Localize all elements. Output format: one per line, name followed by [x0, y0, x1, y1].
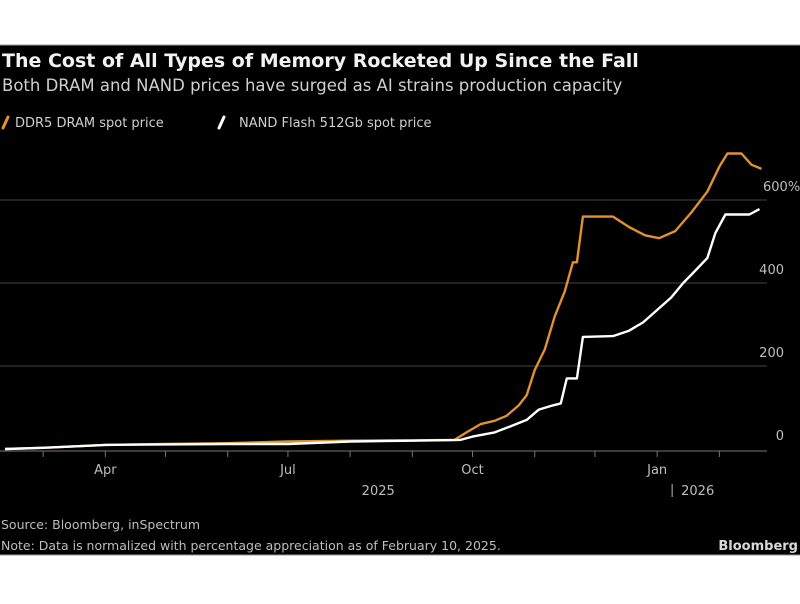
y-tick-label: 200 — [759, 346, 784, 361]
bloomberg-logo: Bloomberg — [718, 539, 798, 554]
x-tick-label: Jan — [646, 463, 667, 478]
y-tick-label: 600% — [763, 180, 800, 195]
year-label: 2025 — [362, 484, 395, 499]
y-axis: 0 200 400 600% — [759, 180, 800, 444]
x-axis: Apr Jul Oct Jan 2025 2026 — [0, 450, 767, 499]
legend-swatch-nand — [217, 115, 226, 130]
chart-subtitle: Both DRAM and NAND prices have surged as… — [2, 76, 623, 95]
source-note: Source: Bloomberg, inSpectrum — [1, 517, 200, 532]
series-lines — [4, 152, 762, 451]
series-line-nand — [4, 208, 761, 451]
gridlines — [0, 199, 767, 367]
y-tick-label: 0 — [776, 429, 784, 444]
footnote: Note: Data is normalized with percentage… — [1, 538, 501, 553]
legend-label-nand: NAND Flash 512Gb spot price — [239, 116, 432, 131]
year-label: 2026 — [681, 484, 714, 499]
legend-swatch-dram — [1, 115, 10, 130]
x-tick-label: Oct — [461, 463, 483, 478]
x-tick-label: Jul — [279, 463, 296, 478]
chart-title: The Cost of All Types of Memory Rocketed… — [2, 50, 639, 72]
x-tick-label: Apr — [94, 463, 117, 478]
legend-label-dram: DDR5 DRAM spot price — [15, 116, 164, 131]
y-tick-label: 400 — [759, 263, 784, 278]
legend: DDR5 DRAM spot price NAND Flash 512Gb sp… — [1, 115, 432, 131]
series-line-dram — [4, 152, 762, 451]
